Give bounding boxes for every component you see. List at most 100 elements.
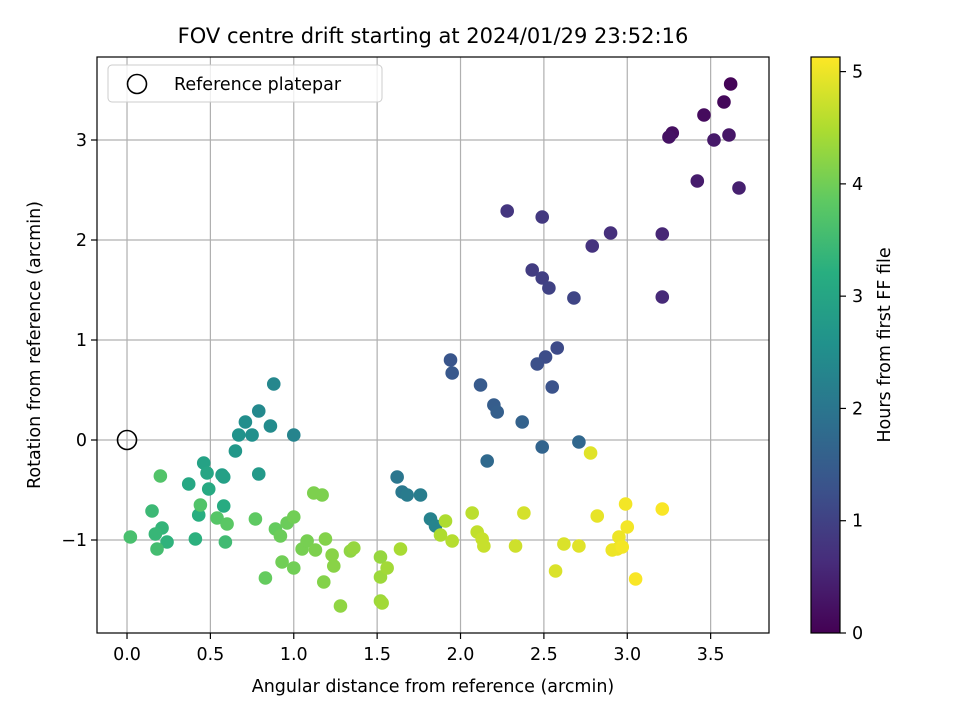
data-point [181, 477, 196, 491]
y-tick-label: 3 [76, 131, 87, 151]
data-point [373, 550, 388, 564]
reference-point-marker [116, 429, 138, 451]
data-point [266, 377, 281, 391]
data-point [316, 575, 331, 589]
data-point [732, 181, 746, 195]
data-point [618, 497, 633, 511]
data-point [530, 357, 545, 371]
data-point [655, 502, 670, 516]
data-point [542, 281, 556, 295]
data-point [300, 534, 314, 548]
data-point [210, 511, 224, 525]
x-tick-label: 3.5 [697, 645, 725, 665]
x-tick-label: 2.0 [447, 645, 475, 665]
data-point [160, 535, 174, 549]
colorbar-tick-label: 0 [852, 624, 863, 644]
data-point [690, 174, 705, 188]
colorbar-ticks: 0 1 2 3 4 5 [840, 63, 863, 644]
data-point [535, 440, 550, 454]
data-point [500, 204, 515, 218]
data-point [218, 535, 233, 549]
data-point [567, 291, 581, 305]
data-point [145, 504, 159, 518]
colorbar-tick-label: 5 [852, 63, 863, 83]
legend-entry-reference: Reference platepar [174, 75, 342, 95]
colorbar-gradient [810, 56, 841, 634]
data-point [603, 226, 618, 240]
data-point [286, 510, 301, 524]
data-point [550, 341, 565, 355]
colorbar-tick-label: 4 [852, 175, 863, 195]
data-point [201, 482, 216, 496]
data-point [275, 555, 289, 569]
x-tick-label: 0.0 [113, 645, 141, 665]
data-point [557, 537, 571, 551]
data-point [326, 559, 341, 573]
data-point [515, 415, 530, 429]
colorbar: 0 1 2 3 4 5 Hours from first FF file [810, 56, 895, 644]
data-point [400, 488, 414, 502]
data-point [508, 539, 523, 553]
x-tick-label: 1.5 [363, 645, 391, 665]
data-point [148, 527, 163, 541]
data-point [707, 133, 721, 147]
data-point [216, 470, 231, 484]
data-point [525, 263, 540, 277]
data-point [188, 532, 203, 546]
colorbar-tick-label: 2 [852, 399, 863, 419]
data-point [628, 572, 643, 586]
legend-frame [107, 64, 383, 103]
data-point [245, 428, 259, 442]
data-point [717, 95, 731, 109]
legend-marker-icon [126, 73, 148, 95]
y-tick-label: 0 [76, 431, 87, 451]
x-axis-ticks: 0.0 0.5 1.0 1.5 2.0 2.5 3.0 3.5 [113, 633, 725, 665]
data-point [655, 227, 670, 241]
data-point [583, 446, 598, 460]
data-point [620, 520, 635, 534]
data-point [286, 428, 301, 442]
data-point [480, 454, 494, 468]
data-point [258, 571, 273, 585]
data-point [438, 514, 453, 528]
data-point [273, 529, 288, 543]
data-point [200, 466, 214, 480]
y-tick-label: −1 [61, 531, 87, 551]
data-point [191, 508, 206, 522]
data-point [615, 540, 630, 554]
data-point [263, 419, 278, 433]
grid-lines [97, 57, 769, 633]
data-point [238, 415, 253, 429]
plot-frame [96, 56, 770, 634]
y-tick-label: 2 [76, 231, 87, 251]
data-point [443, 353, 458, 367]
data-point [390, 470, 404, 484]
legend: Reference platepar [107, 64, 383, 103]
x-tick-label: 2.5 [530, 645, 558, 665]
data-point [433, 528, 448, 542]
data-point [251, 404, 266, 418]
data-point [315, 488, 329, 502]
data-point [697, 108, 711, 122]
data-point [572, 539, 586, 553]
x-tick-label: 0.5 [196, 645, 224, 665]
data-point [251, 467, 266, 481]
y-axis-label: Rotation from reference (arcmin) [25, 201, 45, 489]
y-axis-ticks: −1 0 1 2 3 [61, 131, 97, 551]
data-point [123, 530, 138, 544]
data-point [375, 596, 389, 610]
data-point [477, 539, 491, 553]
y-tick-label: 1 [76, 331, 87, 351]
colorbar-tick-label: 1 [852, 512, 863, 532]
data-point [346, 541, 361, 555]
data-point [220, 517, 234, 531]
data-point [517, 506, 531, 520]
data-point [445, 534, 459, 548]
data-point [723, 77, 738, 91]
data-point [662, 130, 676, 144]
data-point [308, 543, 323, 557]
x-tick-label: 3.0 [613, 645, 641, 665]
data-point [231, 428, 246, 442]
data-point [318, 532, 333, 546]
